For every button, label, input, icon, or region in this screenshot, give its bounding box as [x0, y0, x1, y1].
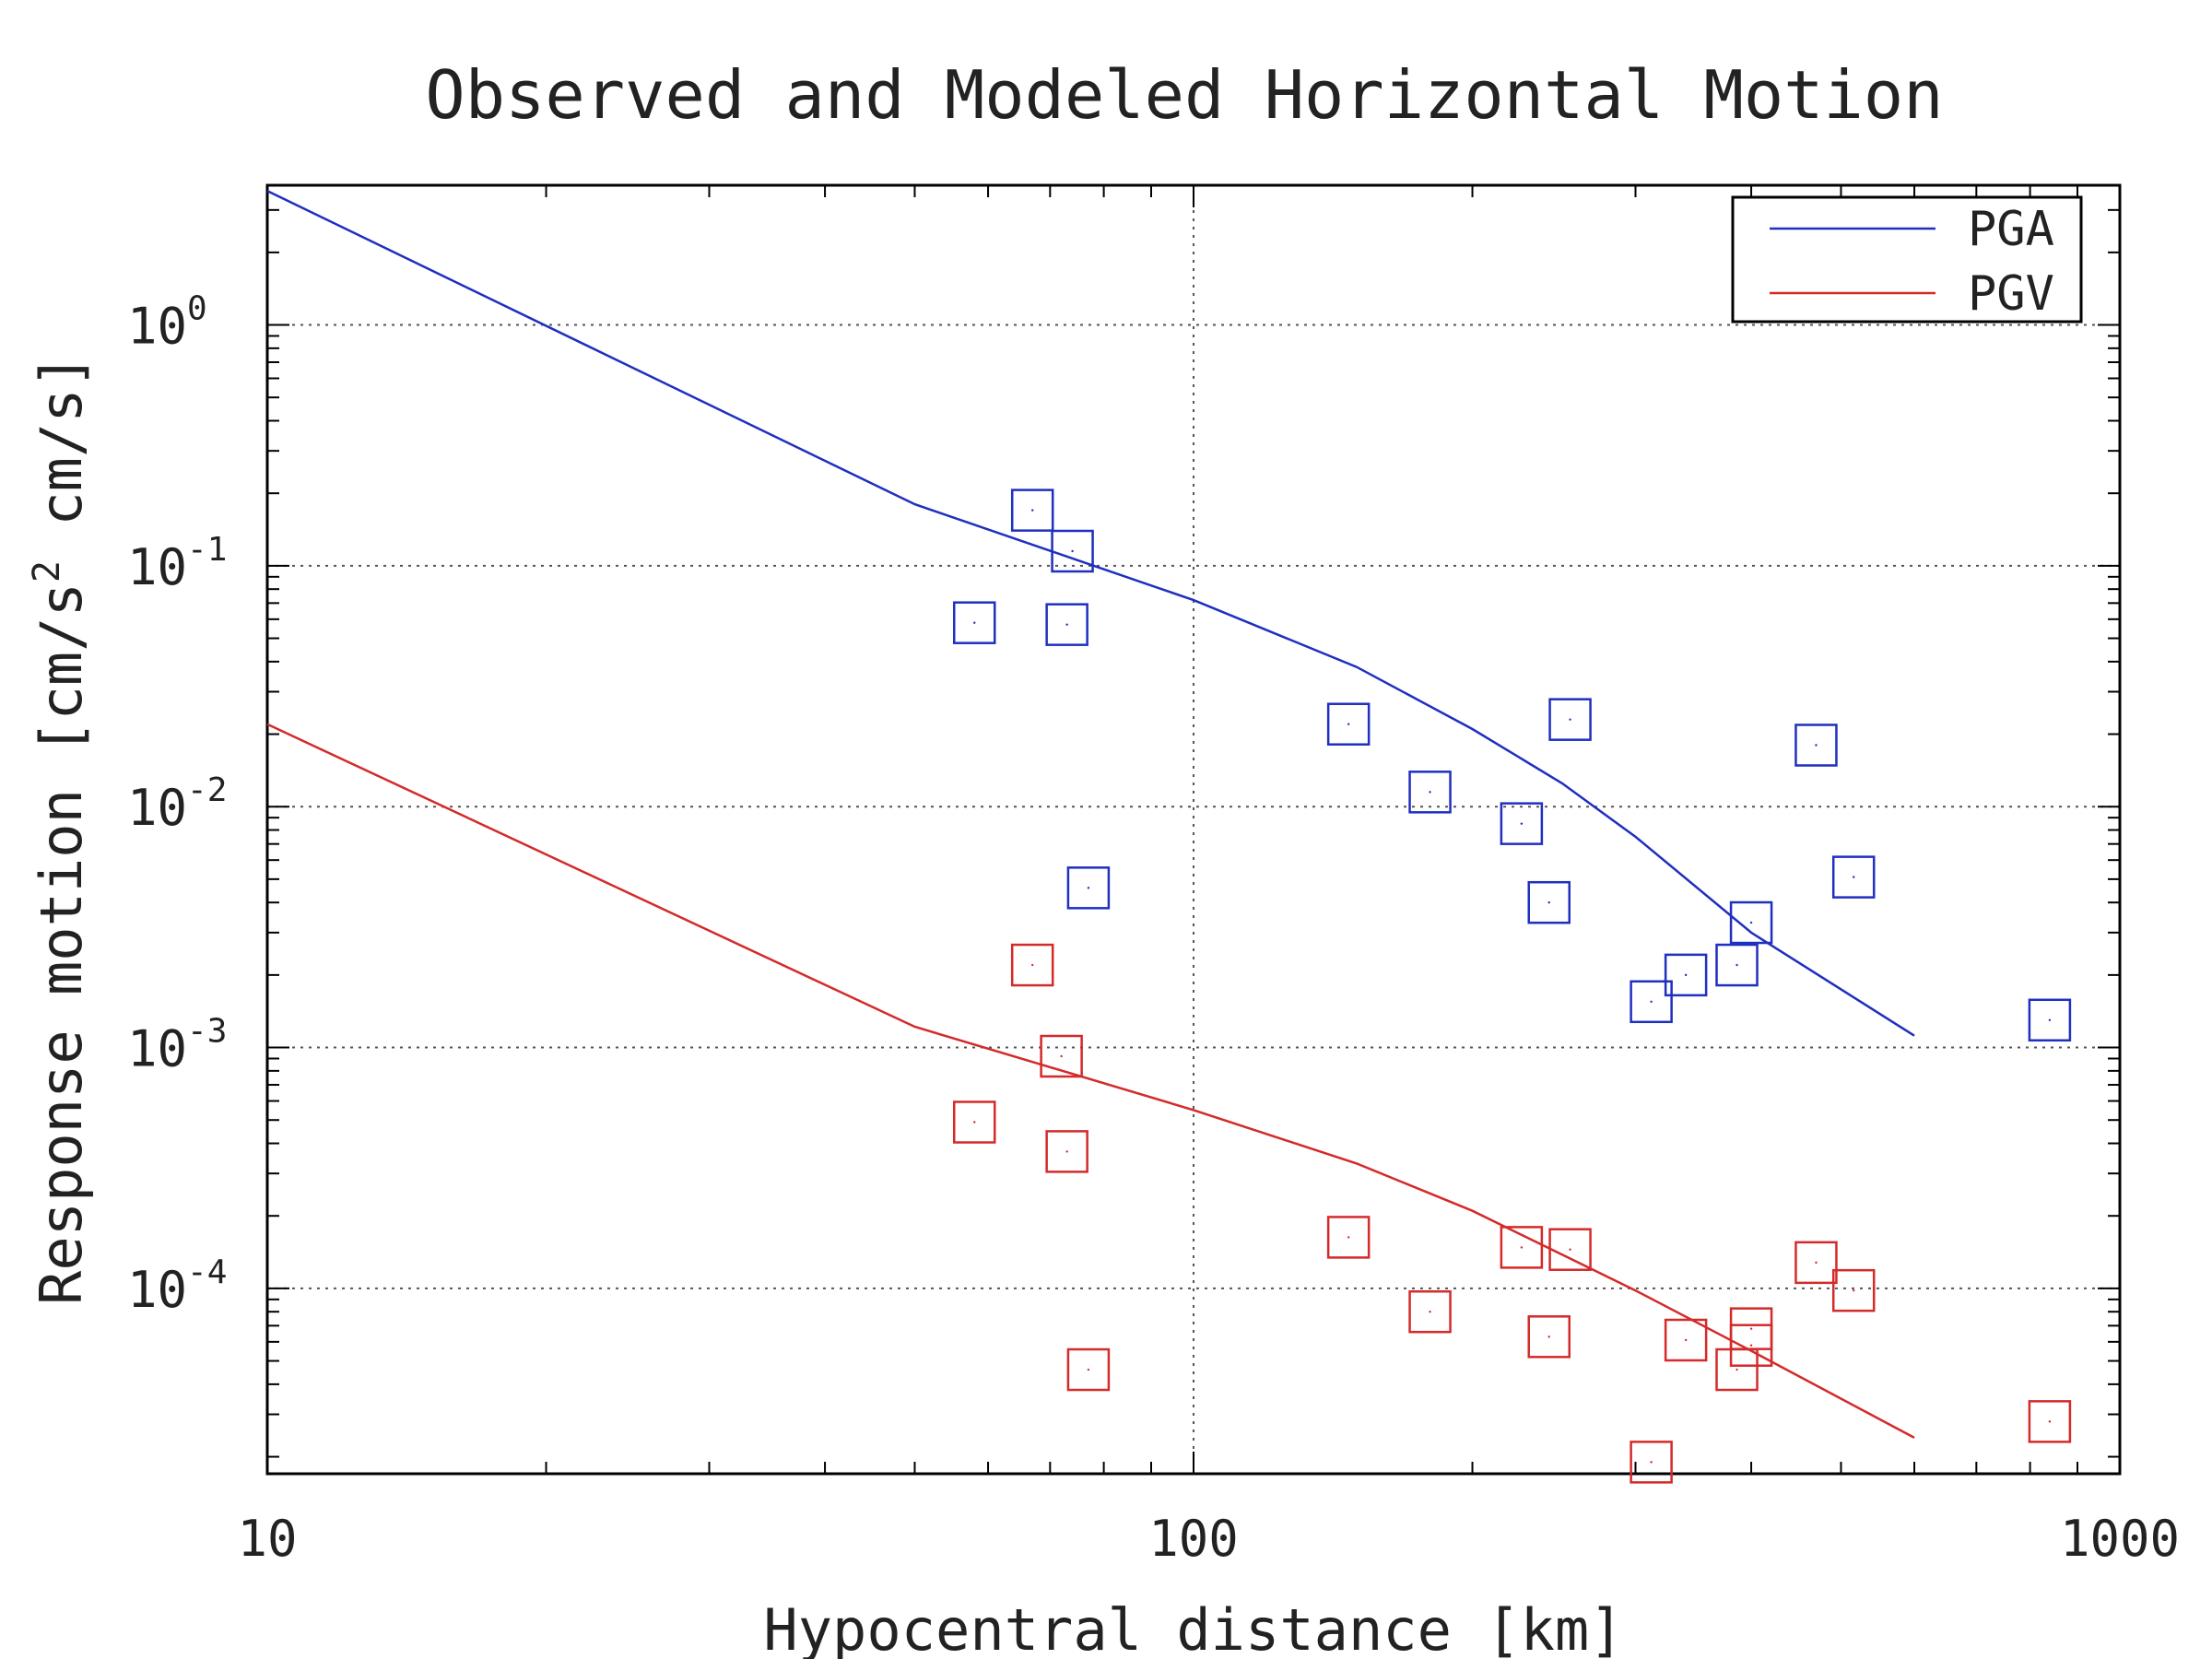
pga-observed-point [2028, 998, 2072, 1042]
y-tick-label: 10-4 [127, 1253, 227, 1319]
y-tick-label: 100 [127, 290, 207, 356]
plot-frame [265, 183, 2122, 1476]
y-axis-label-superscript: 2 [26, 560, 68, 582]
pga-observed-point-center [1065, 623, 1068, 626]
y-tick-labels: 100 10-1 10-2 10-3 10-4 [127, 290, 227, 1319]
pga-observed-point [1729, 900, 1773, 945]
pga-observed-point [1715, 943, 1759, 987]
pgv-observed-point [1630, 1441, 1673, 1484]
pga-observed-point [1010, 488, 1054, 532]
grid [267, 185, 2120, 1474]
pga-observed-point-center [1684, 973, 1688, 977]
pga-observed-point [1548, 698, 1592, 741]
pgv-observed-point [1040, 1034, 1083, 1078]
pgv-observed-point-center [2048, 1420, 2052, 1423]
pga-observed-point-center [2048, 1018, 2052, 1021]
pga-observed-point [1831, 855, 1876, 899]
pgv-observed-point-center [1031, 963, 1034, 967]
y-axis-label-post: cm/s] [28, 354, 95, 560]
pgv-observed-point-center [1087, 1368, 1090, 1371]
pgv-observed-point [1527, 1315, 1571, 1359]
legend: PGA PGV [1731, 195, 2083, 324]
pgv-observed-point [1548, 1228, 1592, 1271]
legend-label-pgv: PGV [1968, 266, 2054, 322]
pgv-observed-point-center [1520, 1246, 1524, 1249]
pga-observed-point-center [1347, 723, 1350, 725]
pga-observed-point [1408, 771, 1452, 814]
pga-observed-point [1066, 866, 1111, 910]
pgv-observed-point [1010, 943, 1054, 987]
minor-ticks [266, 185, 2120, 1474]
x-tick-label: 10 [237, 1510, 297, 1568]
pgv-observed-point-center [1569, 1248, 1571, 1251]
pga-observed-point-center [973, 621, 976, 624]
pga-observed-point-center [1853, 876, 1855, 878]
legend-label-pga: PGA [1968, 202, 2054, 257]
pga-observed-point-center [1087, 887, 1090, 889]
pga-observed-point-center [1650, 1000, 1653, 1004]
pgv-observed-point [1066, 1347, 1111, 1392]
pgv-observed-point [1045, 1130, 1088, 1173]
pga-observed-point-center [1071, 549, 1074, 553]
y-tick-label: 10-1 [127, 531, 227, 596]
pgv-observed-point-center [1815, 1261, 1818, 1265]
pgv-observed-point-center [1650, 1461, 1653, 1464]
pgv-observed-point [1500, 1226, 1544, 1269]
pgv-observed-point-center [1547, 1335, 1550, 1338]
pgv-observed-point [1794, 1241, 1838, 1285]
pgv-observed-point-center [1060, 1054, 1063, 1058]
pga-observed-point-center [1815, 744, 1818, 747]
pga-observed-point [1794, 724, 1838, 767]
pgv-observed-point-center [973, 1121, 976, 1124]
pga-observed-point [1051, 529, 1094, 573]
pga-observed-point [1500, 802, 1544, 845]
y-axis-label-pre: Response motion [cm/s [28, 582, 95, 1305]
pga-observed-point-center [1749, 921, 1753, 924]
pga-observed-point [1630, 980, 1673, 1024]
pga-observed-point-center [1569, 718, 1571, 721]
x-tick-label: 1000 [2060, 1510, 2180, 1568]
pga-observed-point-center [1520, 822, 1524, 825]
series-layer [266, 189, 2072, 1484]
pga-observed-point-center [1429, 791, 1431, 794]
pga-observed-point [1045, 603, 1088, 646]
pgv-model-line [266, 723, 1915, 1440]
y-tick-label: 10-2 [127, 771, 227, 837]
pga-observed-point-center [1031, 509, 1034, 512]
x-tick-label: 100 [1148, 1510, 1239, 1568]
pga-model-line [266, 189, 1915, 1037]
pgv-observed-point [1729, 1324, 1773, 1367]
pgv-observed-point-center [1853, 1288, 1855, 1292]
y-tick-label: 10-3 [127, 1013, 227, 1078]
pgv-observed-point-center [1347, 1236, 1350, 1239]
x-tick-labels: 10 100 1000 [237, 1510, 2180, 1568]
pgv-observed-point [2028, 1400, 2072, 1443]
pgv-observed-point-center [1749, 1327, 1753, 1330]
pga-observed-point [1664, 953, 1708, 997]
pga-observed-point [1326, 702, 1371, 746]
pgv-observed-point-center [1065, 1150, 1068, 1153]
pga-observed-point [952, 601, 996, 644]
pga-observed-point [1527, 880, 1571, 924]
pga-observed-point-center [1547, 901, 1550, 904]
pgv-observed-point-center [1749, 1344, 1753, 1347]
pgv-observed-point-center [1684, 1338, 1688, 1342]
chart-title: Observed and Modeled Horizontal Motion [425, 56, 1943, 134]
pgv-observed-point [1408, 1289, 1452, 1334]
pga-observed-point-center [1735, 963, 1738, 967]
legend-box [1731, 195, 2083, 324]
pgv-observed-point [952, 1100, 996, 1144]
pgv-observed-point [1326, 1216, 1371, 1259]
x-axis-label: Hypocentral distance [km] [763, 1596, 1623, 1659]
pgv-observed-point-center [1429, 1311, 1431, 1313]
pgv-observed-point [1664, 1318, 1708, 1362]
pgv-observed-point-center [1735, 1368, 1738, 1371]
pgv-observed-point [1831, 1268, 1876, 1312]
y-axis-label: Response motion [cm/s2 cm/s] [26, 354, 95, 1305]
